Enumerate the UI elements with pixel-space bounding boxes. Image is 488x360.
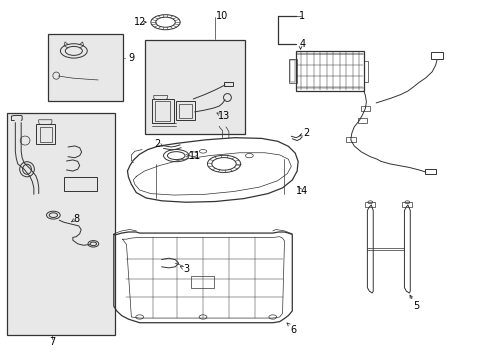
Bar	[424, 169, 435, 174]
Bar	[176, 101, 194, 120]
Text: 11: 11	[188, 150, 201, 161]
Text: 2: 2	[154, 139, 161, 149]
Bar	[402, 202, 411, 207]
Text: 14: 14	[295, 186, 307, 197]
Text: 3: 3	[183, 264, 189, 274]
Text: 1: 1	[298, 11, 305, 21]
Bar	[155, 102, 170, 121]
Text: 9: 9	[128, 53, 134, 63]
Text: 12: 12	[134, 17, 146, 27]
Bar	[190, 276, 214, 288]
Text: 10: 10	[216, 11, 228, 21]
Text: 5: 5	[412, 301, 418, 311]
Bar	[289, 60, 294, 82]
Bar	[360, 106, 369, 111]
Bar	[36, 125, 55, 144]
Bar	[295, 51, 363, 91]
Text: 13: 13	[218, 111, 230, 121]
Bar	[48, 34, 122, 101]
Bar	[223, 82, 233, 86]
Text: 7: 7	[49, 337, 55, 347]
Bar	[345, 137, 355, 142]
Text: 4: 4	[299, 40, 305, 49]
Text: 8: 8	[73, 215, 79, 224]
Bar	[145, 40, 244, 134]
Bar	[6, 113, 115, 335]
Text: 6: 6	[289, 325, 296, 335]
Bar	[430, 52, 443, 59]
Text: 2: 2	[302, 129, 308, 138]
Bar	[357, 118, 366, 123]
Bar	[288, 59, 296, 83]
Bar	[64, 177, 97, 191]
Bar	[178, 104, 192, 118]
Bar	[40, 127, 52, 141]
Bar	[365, 202, 374, 207]
Bar	[152, 99, 173, 123]
